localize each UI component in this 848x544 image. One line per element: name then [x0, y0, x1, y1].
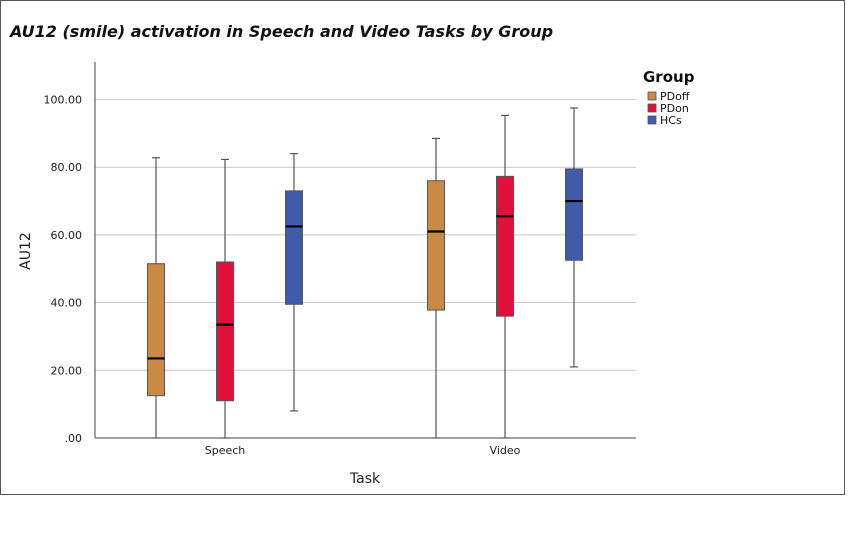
y-tick-label: 40.00 — [51, 297, 83, 310]
legend-title: Group — [643, 68, 695, 86]
box-hcs — [285, 190, 303, 305]
legend-swatch-pdon — [647, 103, 657, 113]
legend-label: PDon — [660, 102, 689, 115]
legend-label: PDoff — [660, 90, 690, 103]
y-tick-label: 100.00 — [44, 94, 83, 107]
x-tick-label: Speech — [205, 444, 246, 457]
legend-swatch-pdoff — [647, 91, 657, 101]
y-tick-label: 20.00 — [51, 364, 83, 377]
box-pdoff — [427, 180, 445, 311]
box-pdoff — [147, 263, 165, 397]
y-tick-label: 60.00 — [51, 229, 83, 242]
box-pdon — [496, 175, 514, 317]
legend-swatch-hcs — [647, 115, 657, 125]
legend-label: HCs — [660, 114, 682, 127]
chart-title: AU12 (smile) activation in Speech and Vi… — [10, 22, 554, 41]
x-tick-label: Video — [490, 444, 521, 457]
y-tick-label: 80.00 — [51, 161, 83, 174]
y-axis-title: AU12 — [18, 232, 34, 270]
box-pdon — [216, 261, 234, 402]
x-axis-title: Task — [349, 471, 381, 487]
box-hcs — [565, 168, 583, 261]
chart-frame — [0, 0, 845, 495]
y-tick-label: .00 — [65, 432, 83, 445]
